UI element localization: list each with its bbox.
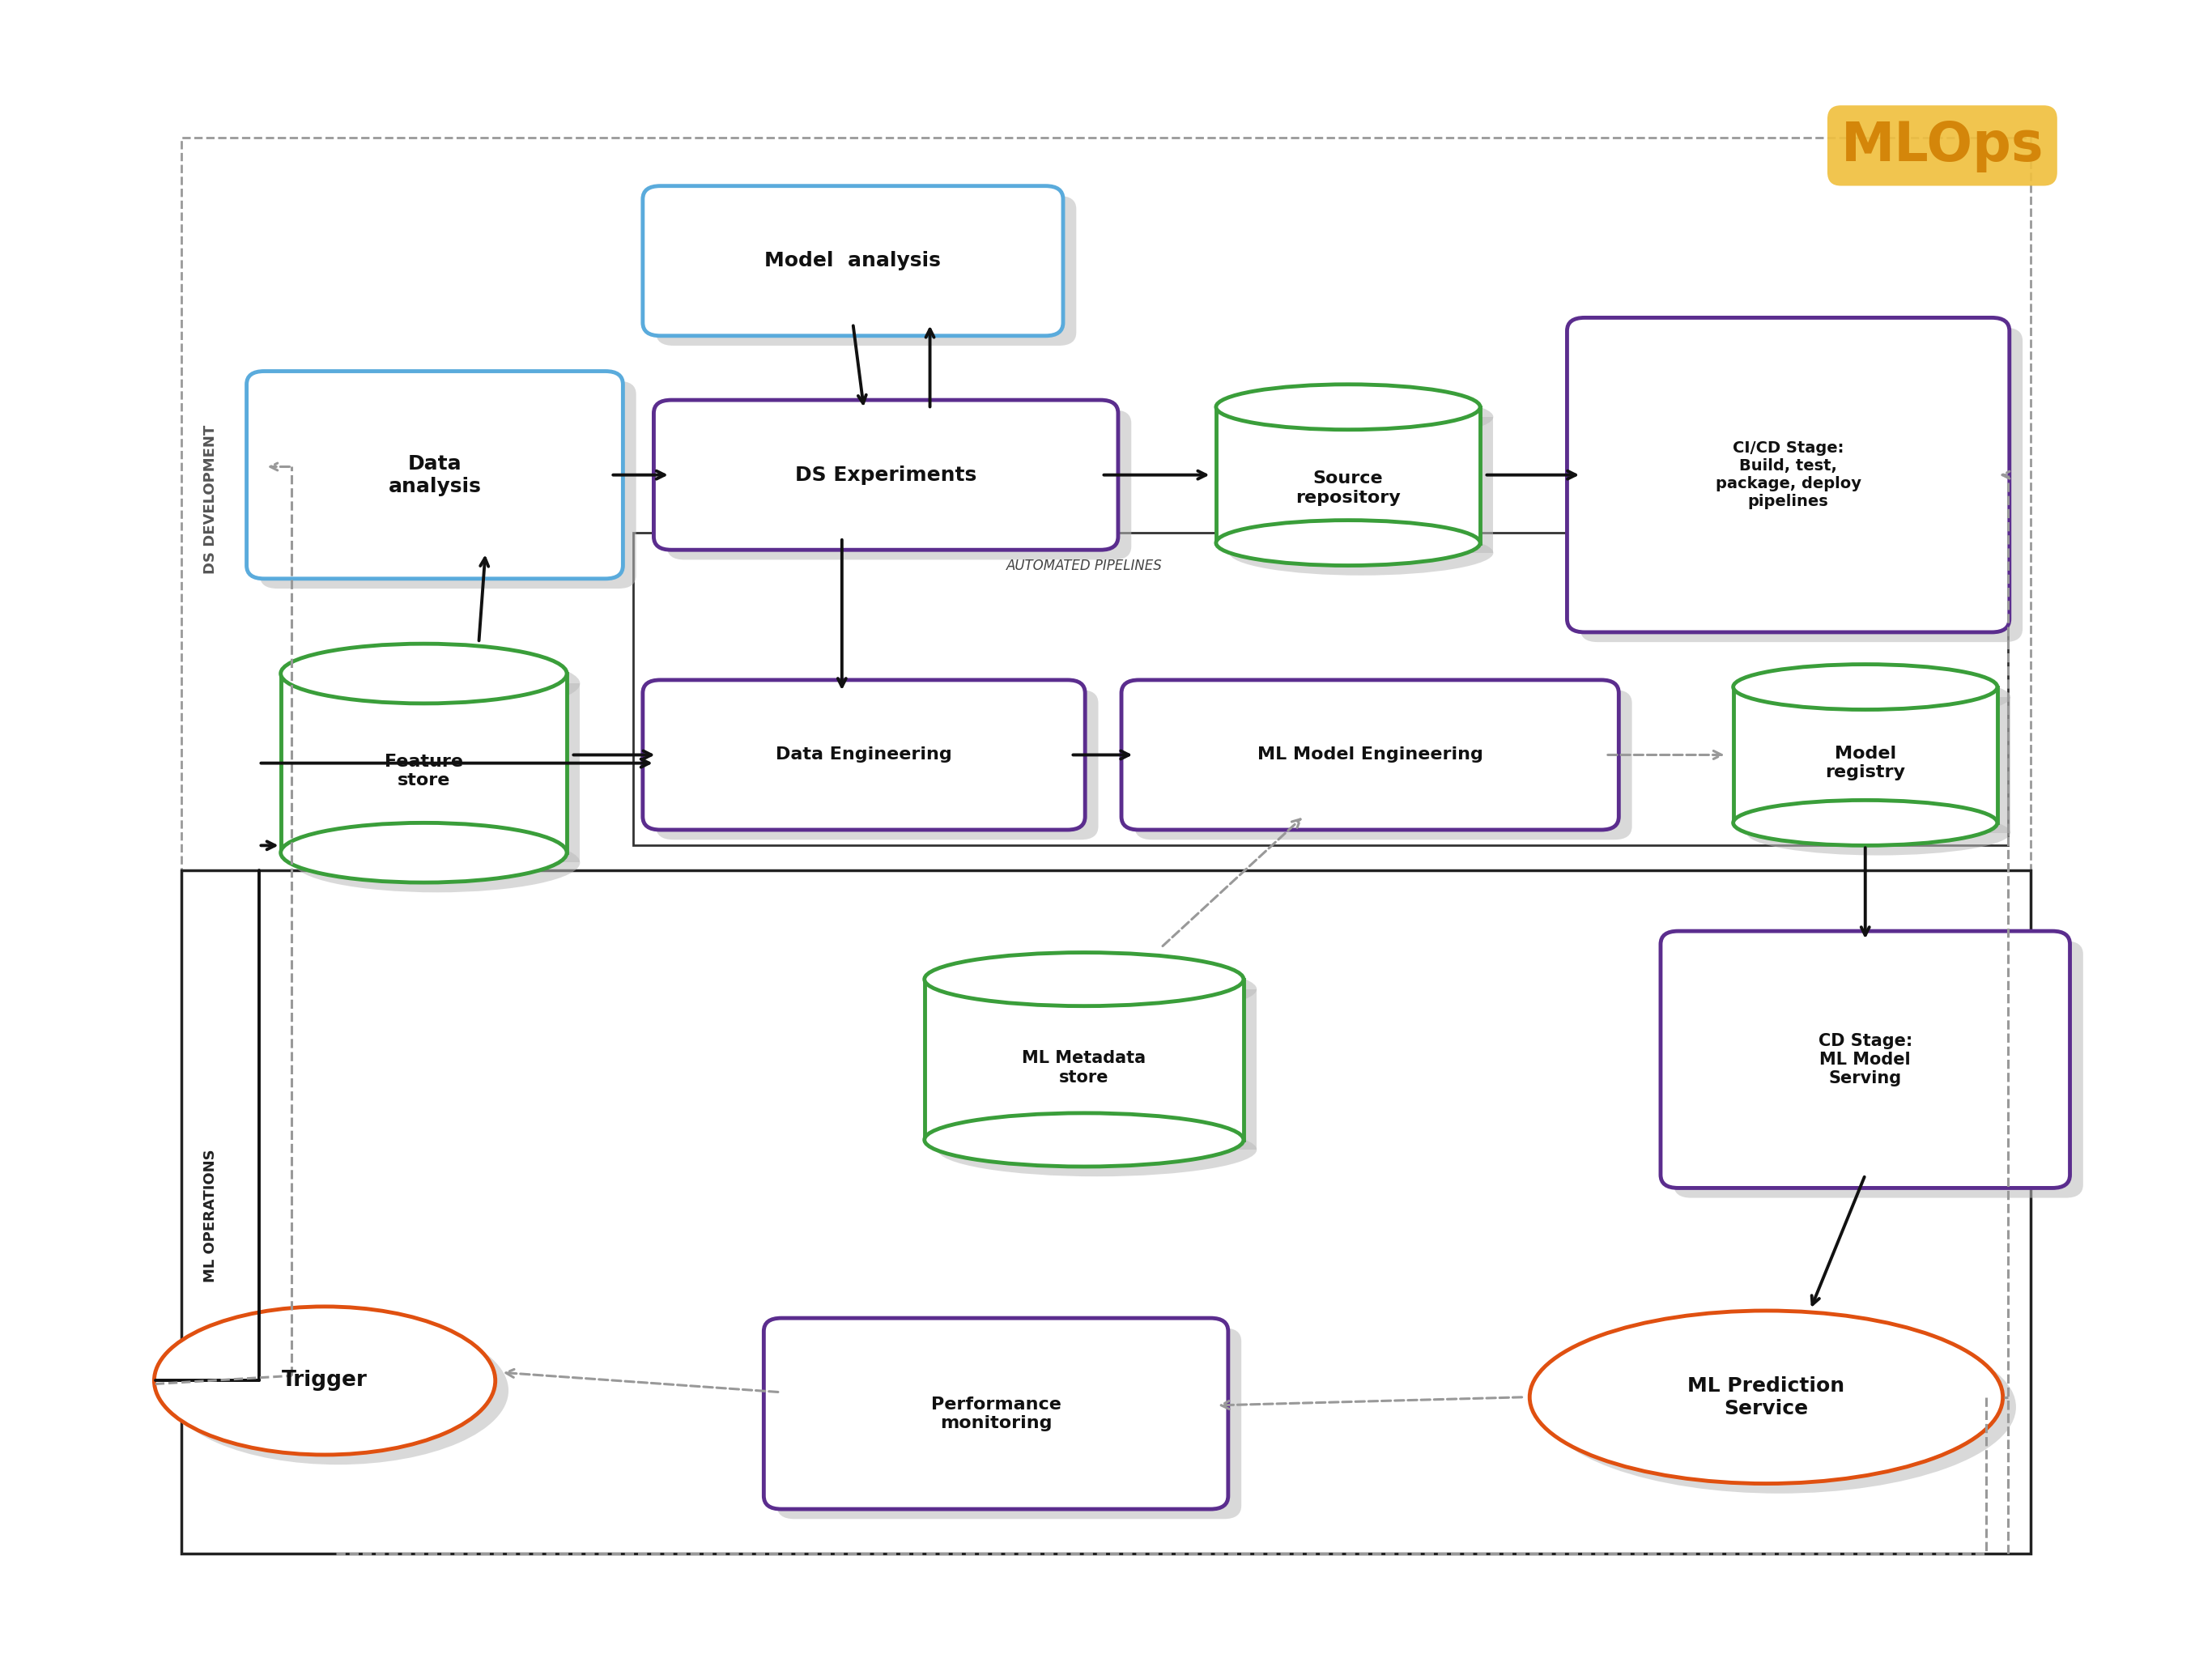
FancyBboxPatch shape (246, 371, 624, 579)
Ellipse shape (1734, 665, 1997, 710)
Text: CD Stage:
ML Model
Serving: CD Stage: ML Model Serving (1818, 1033, 1913, 1086)
Text: AUTOMATED PIPELINES: AUTOMATED PIPELINES (1006, 559, 1161, 572)
Ellipse shape (938, 1122, 1256, 1177)
Ellipse shape (925, 1113, 1243, 1167)
FancyBboxPatch shape (763, 1318, 1228, 1509)
FancyBboxPatch shape (1135, 690, 1632, 839)
FancyBboxPatch shape (655, 400, 1117, 550)
FancyBboxPatch shape (259, 381, 637, 589)
Bar (1230, 416, 1493, 552)
Ellipse shape (155, 1307, 495, 1454)
Ellipse shape (1542, 1320, 2015, 1494)
FancyBboxPatch shape (1674, 942, 2084, 1197)
Bar (294, 683, 580, 862)
Text: ML Metadata
store: ML Metadata store (1022, 1050, 1146, 1086)
Text: Data
analysis: Data analysis (389, 454, 482, 496)
Ellipse shape (281, 643, 566, 703)
Text: MLOps: MLOps (1840, 119, 2044, 172)
FancyBboxPatch shape (1566, 318, 2008, 632)
Ellipse shape (938, 962, 1256, 1016)
Ellipse shape (294, 832, 580, 892)
Bar (938, 990, 1256, 1149)
Ellipse shape (1747, 675, 2011, 720)
Text: Data Engineering: Data Engineering (776, 746, 951, 763)
Text: DS Experiments: DS Experiments (794, 466, 978, 484)
FancyBboxPatch shape (668, 410, 1130, 560)
Text: Feature
store: Feature store (385, 754, 462, 789)
Text: Trigger: Trigger (281, 1370, 367, 1391)
Ellipse shape (925, 952, 1243, 1006)
Text: ML OPERATIONS: ML OPERATIONS (204, 1149, 217, 1283)
Bar (1734, 686, 1997, 822)
Bar (1217, 406, 1480, 542)
FancyBboxPatch shape (644, 680, 1086, 829)
Ellipse shape (1230, 531, 1493, 575)
Ellipse shape (1217, 521, 1480, 565)
FancyBboxPatch shape (1121, 680, 1619, 829)
FancyBboxPatch shape (776, 1328, 1241, 1519)
FancyBboxPatch shape (1661, 932, 2070, 1189)
Text: ML Prediction
Service: ML Prediction Service (1688, 1376, 1845, 1418)
FancyBboxPatch shape (644, 186, 1064, 337)
Text: CI/CD Stage:
Build, test,
package, deploy
pipelines: CI/CD Stage: Build, test, package, deplo… (1714, 441, 1860, 509)
Ellipse shape (168, 1316, 509, 1464)
Text: ML Model Engineering: ML Model Engineering (1256, 746, 1482, 763)
Ellipse shape (1531, 1311, 2002, 1484)
Bar (925, 980, 1243, 1139)
Text: Performance
monitoring: Performance monitoring (931, 1396, 1062, 1431)
Ellipse shape (1217, 385, 1480, 429)
FancyBboxPatch shape (657, 196, 1077, 345)
Ellipse shape (281, 822, 566, 882)
Ellipse shape (1230, 395, 1493, 439)
Bar (281, 673, 566, 852)
Ellipse shape (1747, 811, 2011, 856)
FancyBboxPatch shape (657, 690, 1099, 839)
Text: Source
repository: Source repository (1296, 471, 1400, 506)
Text: Model
registry: Model registry (1825, 746, 1905, 781)
Text: Model  analysis: Model analysis (765, 250, 940, 270)
Ellipse shape (294, 653, 580, 713)
Text: DS DEVELOPMENT: DS DEVELOPMENT (204, 424, 217, 574)
Bar (1747, 696, 2011, 832)
Ellipse shape (1734, 801, 1997, 846)
FancyBboxPatch shape (1579, 328, 2022, 642)
